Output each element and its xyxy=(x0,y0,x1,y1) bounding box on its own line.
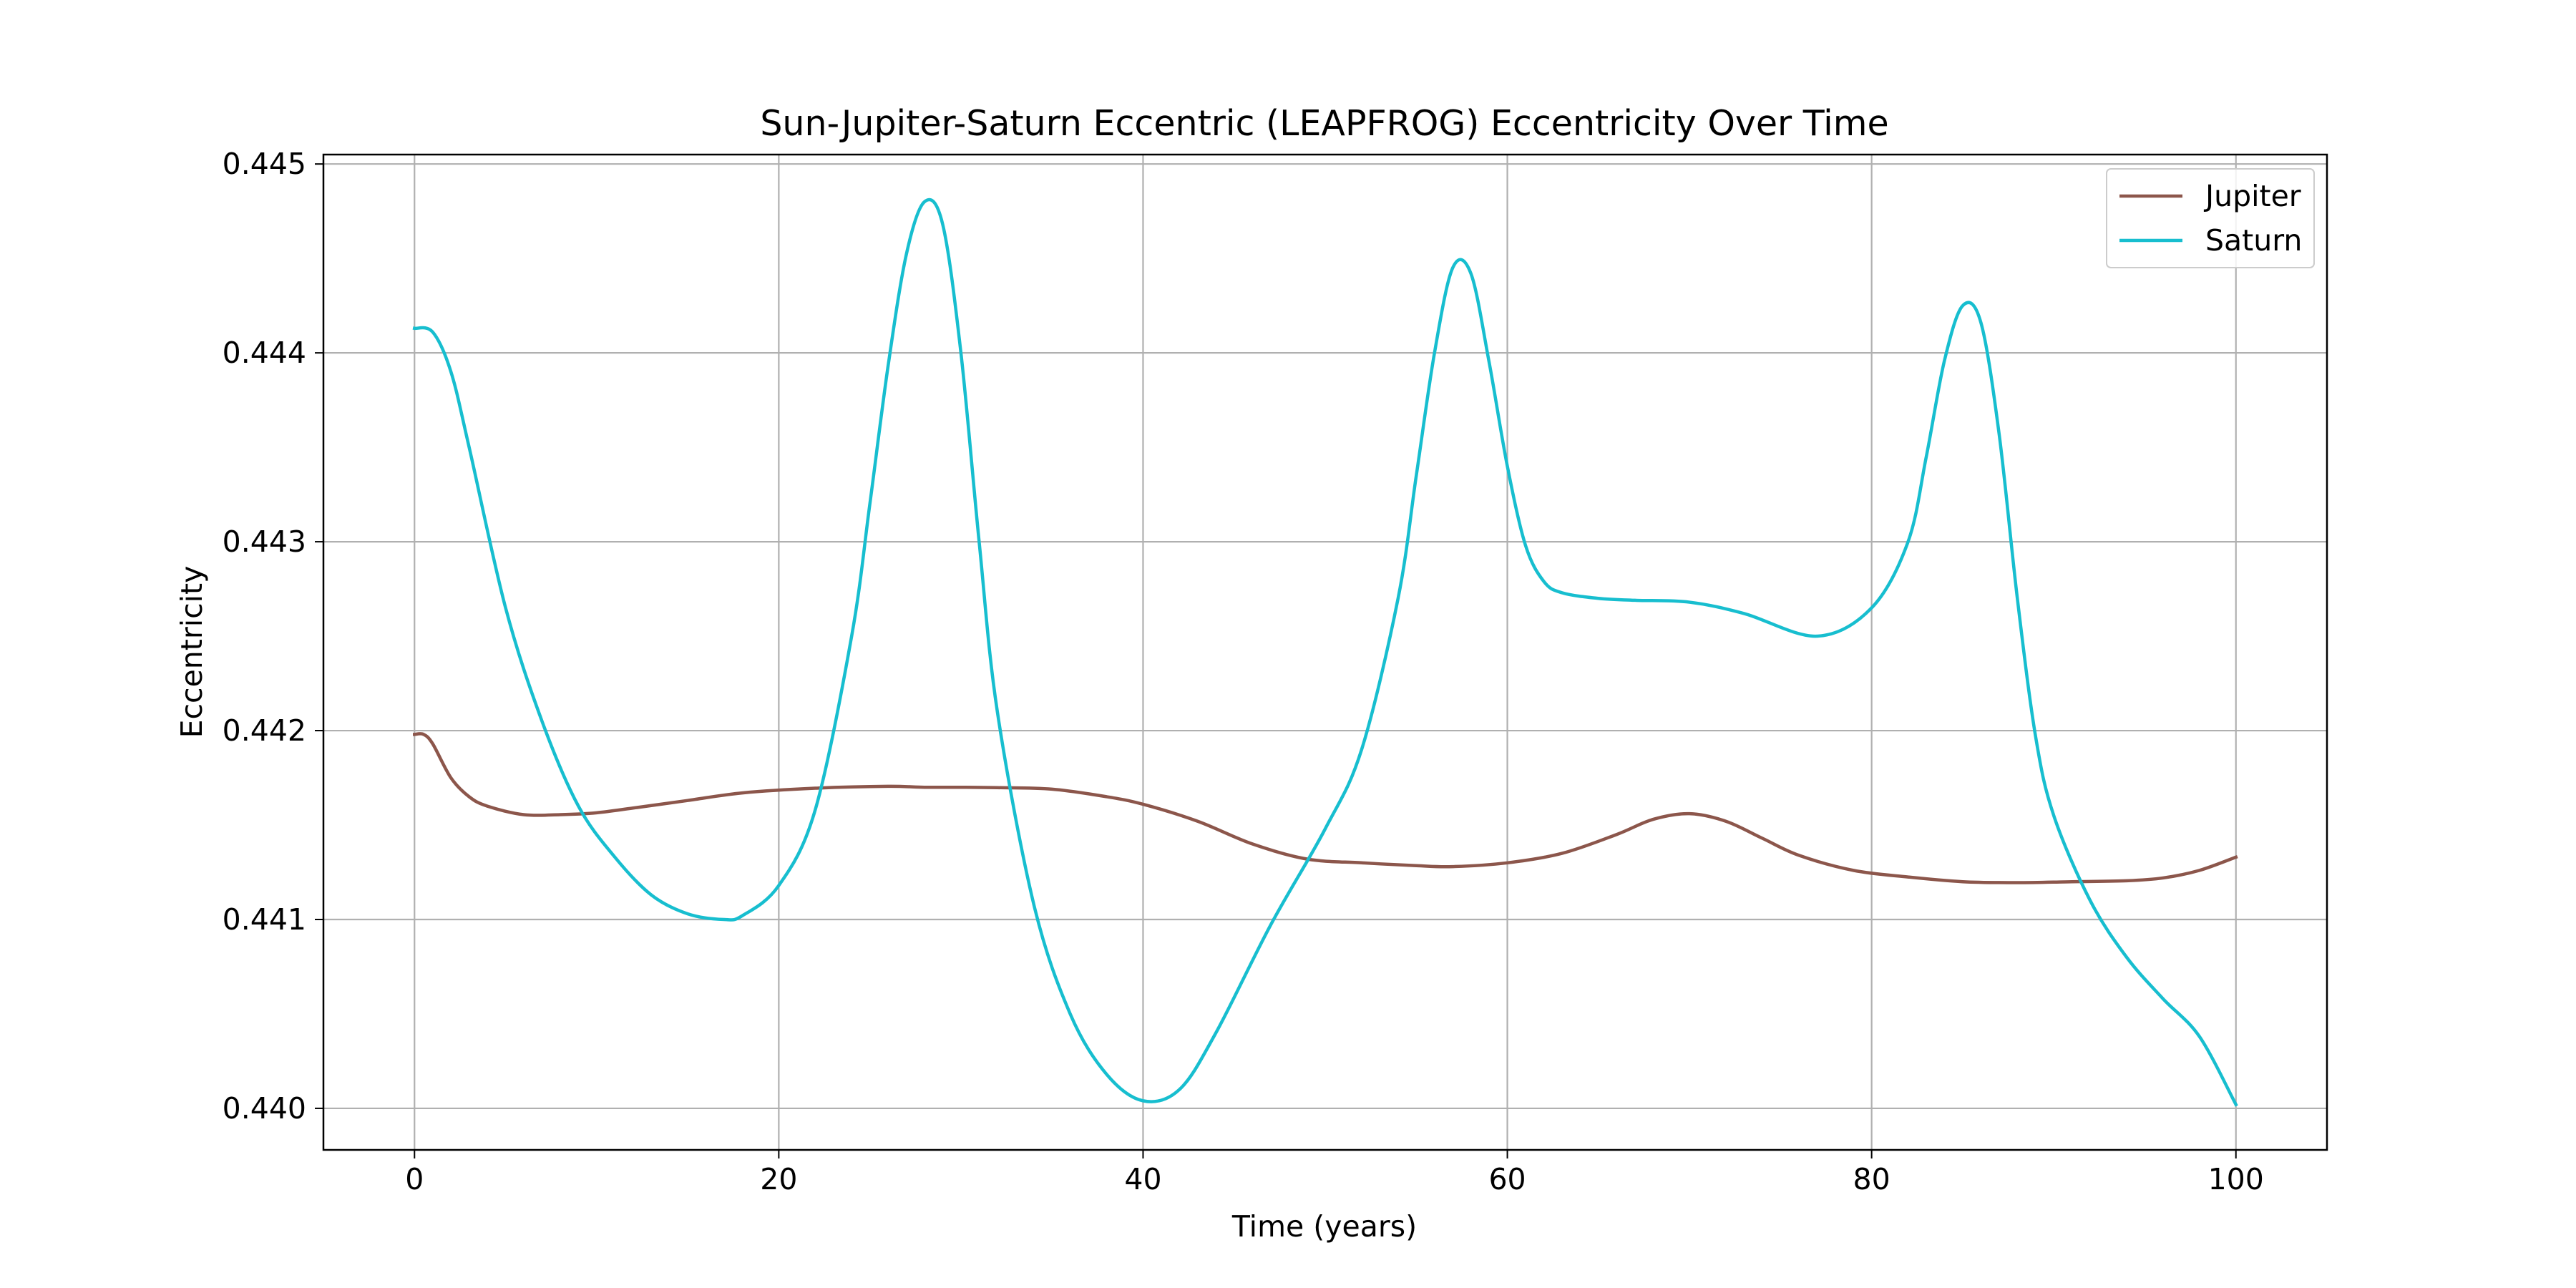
legend-label-jupiter: Jupiter xyxy=(2203,179,2301,213)
y-tick-label: 0.444 xyxy=(223,336,306,370)
x-tick-label: 20 xyxy=(760,1162,797,1196)
x-tick-label: 40 xyxy=(1124,1162,1161,1196)
y-tick-label: 0.443 xyxy=(223,525,306,559)
series-line-jupiter xyxy=(413,732,2238,884)
chart-title: Sun-Jupiter-Saturn Eccentric (LEAPFROG) … xyxy=(760,103,1888,144)
legend: Jupiter Saturn xyxy=(2106,168,2315,268)
x-axis: 0 20 40 60 80 100 xyxy=(405,1150,2264,1196)
y-axis: 0.440 0.441 0.442 0.443 0.444 0.445 xyxy=(223,147,323,1126)
y-tick-label: 0.445 xyxy=(223,147,306,181)
y-tick-label: 0.442 xyxy=(223,713,306,748)
x-axis-label: Time (years) xyxy=(1231,1209,1417,1244)
grid-lines xyxy=(323,155,2327,1150)
y-tick-label: 0.441 xyxy=(223,902,306,937)
series-line-saturn xyxy=(412,197,2238,1107)
x-tick-label: 0 xyxy=(405,1162,424,1196)
y-axis-label: Eccentricity xyxy=(175,566,209,738)
x-tick-label: 100 xyxy=(2208,1162,2264,1196)
legend-frame xyxy=(2106,168,2315,268)
axes-frame xyxy=(322,153,2328,1151)
legend-label-saturn: Saturn xyxy=(2205,223,2302,258)
x-tick-label: 60 xyxy=(1488,1162,1526,1196)
plot-area xyxy=(412,197,2238,1107)
y-tick-label: 0.440 xyxy=(223,1091,306,1126)
x-tick-label: 80 xyxy=(1853,1162,1890,1196)
